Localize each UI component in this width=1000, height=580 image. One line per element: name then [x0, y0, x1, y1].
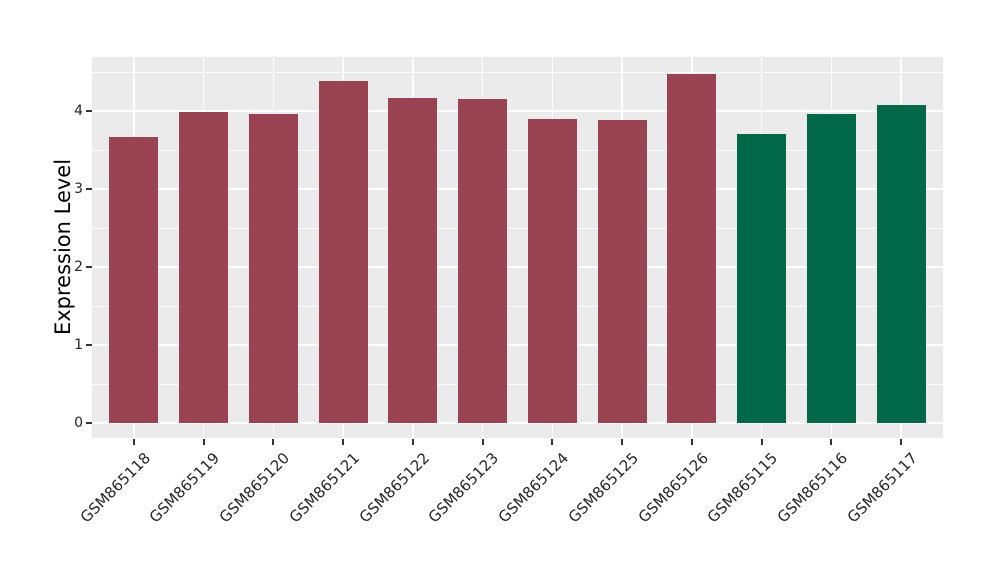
- x-tick-label: GSM865119: [146, 449, 224, 527]
- horizontal-minor-gridline: [92, 384, 943, 385]
- bar-GSM865121: [318, 81, 368, 423]
- x-tick-label: GSM865118: [76, 449, 154, 527]
- x-tick-label: GSM865126: [634, 449, 712, 527]
- x-tick-label: GSM865123: [425, 449, 503, 527]
- bar-GSM865126: [667, 74, 717, 423]
- horizontal-minor-gridline: [92, 72, 943, 73]
- x-tick-label: GSM865122: [355, 449, 433, 527]
- y-tick-label: 3: [74, 181, 83, 197]
- bar-GSM865122: [388, 97, 438, 423]
- y-tick-mark: [86, 266, 92, 268]
- horizontal-major-gridline: [92, 266, 943, 268]
- x-tick-mark: [900, 439, 903, 445]
- horizontal-major-gridline: [92, 422, 943, 424]
- y-tick-label: 4: [74, 103, 83, 119]
- x-tick-label: GSM865120: [215, 449, 294, 527]
- y-tick-label: 0: [74, 415, 83, 431]
- bar-GSM865117: [876, 104, 926, 423]
- y-tick-mark: [86, 344, 92, 346]
- bar-GSM865124: [527, 118, 577, 423]
- x-tick-mark: [411, 439, 414, 445]
- x-tick-mark: [481, 439, 484, 445]
- x-tick-label: GSM865121: [285, 449, 363, 527]
- y-tick-mark: [86, 110, 92, 112]
- x-tick-mark: [342, 439, 345, 445]
- x-tick-mark: [760, 439, 763, 445]
- x-tick-mark: [132, 439, 135, 445]
- y-tick-mark: [86, 188, 92, 190]
- horizontal-major-gridline: [92, 110, 943, 112]
- x-tick-mark: [272, 439, 275, 445]
- bar-GSM865120: [248, 114, 298, 423]
- horizontal-minor-gridline: [92, 228, 943, 229]
- y-tick-label: 2: [74, 259, 83, 275]
- x-tick-mark: [621, 439, 624, 445]
- x-tick-mark: [202, 439, 205, 445]
- horizontal-major-gridline: [92, 188, 943, 190]
- x-tick-mark: [690, 439, 693, 445]
- x-tick-mark: [551, 439, 554, 445]
- x-tick-label: GSM865116: [773, 449, 852, 527]
- bar-GSM865123: [458, 99, 508, 423]
- bar-GSM865125: [597, 120, 647, 423]
- x-tick-mark: [830, 439, 833, 445]
- horizontal-major-gridline: [92, 344, 943, 346]
- x-tick-label: GSM865125: [564, 449, 642, 527]
- bar-GSM865118: [109, 136, 159, 423]
- bar-GSM865119: [179, 111, 228, 423]
- x-tick-label: GSM865115: [704, 449, 782, 527]
- y-tick-mark: [86, 422, 92, 424]
- horizontal-minor-gridline: [92, 306, 943, 307]
- y-tick-label: 1: [74, 337, 83, 353]
- bar-GSM865116: [806, 114, 856, 423]
- plot-panel: [92, 57, 943, 438]
- x-tick-label: GSM865124: [494, 449, 573, 527]
- x-tick-label: GSM865117: [843, 449, 921, 527]
- bar-GSM865115: [737, 134, 787, 423]
- horizontal-minor-gridline: [92, 150, 943, 151]
